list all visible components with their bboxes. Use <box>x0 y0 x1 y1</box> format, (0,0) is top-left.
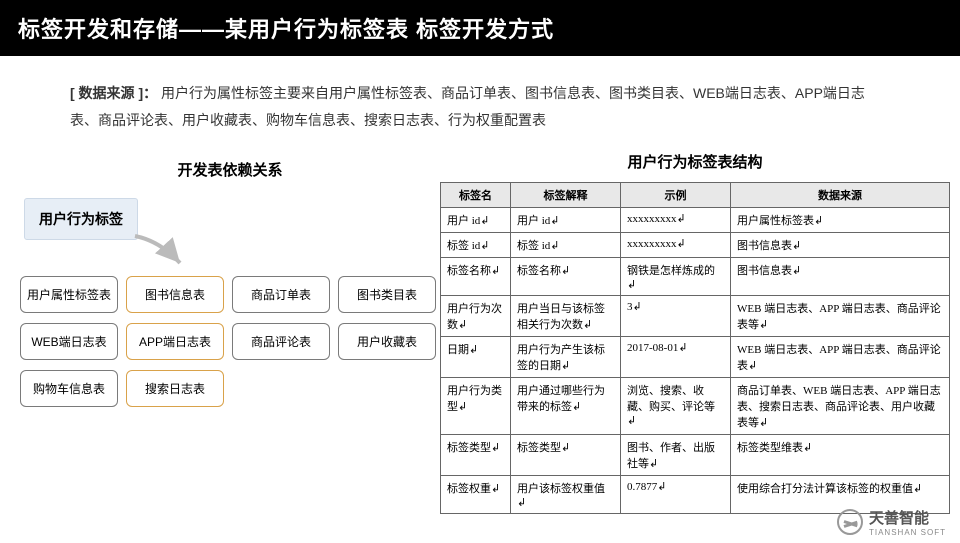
arrow-icon <box>130 231 190 271</box>
data-source-paragraph: [ 数据来源 ]： 用户行为属性标签主要来自用户属性标签表、商品订单表、图书信息… <box>0 56 960 143</box>
table-header-cell: 示例 <box>621 183 731 208</box>
table-cell: 用户属性标签表↲ <box>731 208 950 233</box>
dependency-node: 搜索日志表 <box>126 370 224 407</box>
table-cell: 图书信息表↲ <box>731 233 950 258</box>
table-cell: 用户行为类型↲ <box>441 378 511 435</box>
dependency-node: 图书信息表 <box>126 276 224 313</box>
table-cell: 日期↲ <box>441 337 511 378</box>
table-cell: 用户 id↲ <box>441 208 511 233</box>
table-cell: 用户当日与该标签相关行为次数↲ <box>511 296 621 337</box>
table-cell: 用户 id↲ <box>511 208 621 233</box>
dependency-node: 商品订单表 <box>232 276 330 313</box>
table-header-cell: 数据来源 <box>731 183 950 208</box>
table-row: 用户行为次数↲用户当日与该标签相关行为次数↲3↲WEB 端日志表、APP 端日志… <box>441 296 950 337</box>
table-cell: 0.7877↲ <box>621 476 731 514</box>
diagram-root-node: 用户行为标签 <box>24 198 138 240</box>
table-cell: WEB 端日志表、APP 端日志表、商品评论表↲ <box>731 337 950 378</box>
table-cell: 图书、作者、出版社等↲ <box>621 435 731 476</box>
table-header-cell: 标签名 <box>441 183 511 208</box>
table-cell: 用户行为次数↲ <box>441 296 511 337</box>
table-cell: 用户通过哪些行为带来的标签↲ <box>511 378 621 435</box>
table-title: 用户行为标签表结构 <box>440 151 950 172</box>
table-cell: 标签名称↲ <box>441 258 511 296</box>
dependency-node: 用户收藏表 <box>338 323 436 360</box>
table-cell: 商品订单表、WEB 端日志表、APP 端日志表、搜索日志表、商品评论表、用户收藏… <box>731 378 950 435</box>
dependency-node: WEB端日志表 <box>20 323 118 360</box>
dependency-node: 购物车信息表 <box>20 370 118 407</box>
logo-mark-icon <box>837 509 863 535</box>
source-text: 用户行为属性标签主要来自用户属性标签表、商品订单表、图书信息表、图书类目表、WE… <box>70 85 865 128</box>
page-title: 标签开发和存储——某用户行为标签表 标签开发方式 <box>0 0 960 56</box>
footer-logo: 天善智能 TIANSHAN SOFT <box>837 507 946 537</box>
table-cell: WEB 端日志表、APP 端日志表、商品评论表等↲ <box>731 296 950 337</box>
table-row: 用户 id↲用户 id↲xxxxxxxxx↲用户属性标签表↲ <box>441 208 950 233</box>
table-cell: 标签类型↲ <box>441 435 511 476</box>
dependency-node: 用户属性标签表 <box>20 276 118 313</box>
table-cell: 钢铁是怎样炼成的↲ <box>621 258 731 296</box>
table-panel: 用户行为标签表结构 标签名标签解释示例数据来源 用户 id↲用户 id↲xxxx… <box>440 151 950 514</box>
logo-text-en: TIANSHAN SOFT <box>869 528 946 537</box>
table-cell: 标签 id↲ <box>511 233 621 258</box>
dependency-node: 图书类目表 <box>338 276 436 313</box>
table-row: 标签名称↲标签名称↲钢铁是怎样炼成的↲图书信息表↲ <box>441 258 950 296</box>
schema-table: 标签名标签解释示例数据来源 用户 id↲用户 id↲xxxxxxxxx↲用户属性… <box>440 182 950 514</box>
table-cell: 用户该标签权重值↲ <box>511 476 621 514</box>
table-cell: 标签类型↲ <box>511 435 621 476</box>
source-label: [ 数据来源 ]： <box>70 85 157 101</box>
logo-text-cn: 天善智能 <box>869 510 929 527</box>
table-header-cell: 标签解释 <box>511 183 621 208</box>
dependency-node: 商品评论表 <box>232 323 330 360</box>
table-cell: 3↲ <box>621 296 731 337</box>
dependency-node: APP端日志表 <box>126 323 224 360</box>
diagram-title: 开发表依赖关系 <box>20 159 440 180</box>
table-cell: xxxxxxxxx↲ <box>621 208 731 233</box>
table-cell: 图书信息表↲ <box>731 258 950 296</box>
table-row: 标签 id↲标签 id↲xxxxxxxxx↲图书信息表↲ <box>441 233 950 258</box>
table-cell: 用户行为产生该标签的日期↲ <box>511 337 621 378</box>
table-cell: 标签权重↲ <box>441 476 511 514</box>
dependency-diagram: 开发表依赖关系 用户行为标签 用户属性标签表图书信息表商品订单表图书类目表 WEB… <box>20 151 440 514</box>
table-cell: xxxxxxxxx↲ <box>621 233 731 258</box>
table-cell: 标签名称↲ <box>511 258 621 296</box>
table-cell: 2017-08-01↲ <box>621 337 731 378</box>
table-cell: 标签 id↲ <box>441 233 511 258</box>
table-row: 用户行为类型↲用户通过哪些行为带来的标签↲浏览、搜索、收藏、购买、评论等↲商品订… <box>441 378 950 435</box>
table-cell: 标签类型维表↲ <box>731 435 950 476</box>
table-cell: 浏览、搜索、收藏、购买、评论等↲ <box>621 378 731 435</box>
table-row: 标签类型↲标签类型↲图书、作者、出版社等↲标签类型维表↲ <box>441 435 950 476</box>
table-row: 日期↲用户行为产生该标签的日期↲2017-08-01↲WEB 端日志表、APP … <box>441 337 950 378</box>
